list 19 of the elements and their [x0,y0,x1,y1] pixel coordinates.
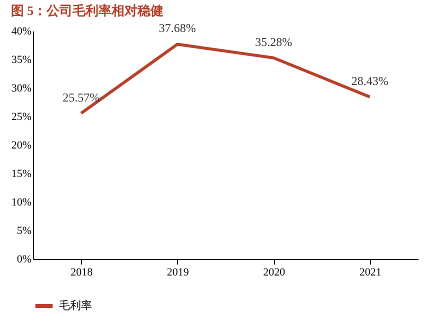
y-tick-label: 30% [11,82,32,94]
y-tick-label: 15% [11,168,32,180]
y-tick-label: 5% [16,225,32,237]
x-tick-label: 2020 [263,266,286,278]
chart-title: 图 5：公司毛利率相对稳健 [10,3,164,18]
y-tick-label: 40% [11,26,32,38]
y-tick-label: 0% [16,254,32,266]
y-tick-label: 35% [11,54,32,66]
x-tick-label: 2021 [359,266,382,278]
data-label: 37.68% [158,21,196,36]
y-tick-label: 10% [11,196,32,208]
x-tick-label: 2019 [166,266,190,278]
data-label: 25.57% [62,90,100,104]
data-label: 35.28% [255,34,292,49]
legend-label: 毛利率 [59,299,92,312]
y-tick-label: 25% [11,111,32,123]
data-label: 28.43% [351,74,388,88]
x-tick-label: 2018 [70,266,94,278]
y-tick-label: 20% [11,140,32,152]
